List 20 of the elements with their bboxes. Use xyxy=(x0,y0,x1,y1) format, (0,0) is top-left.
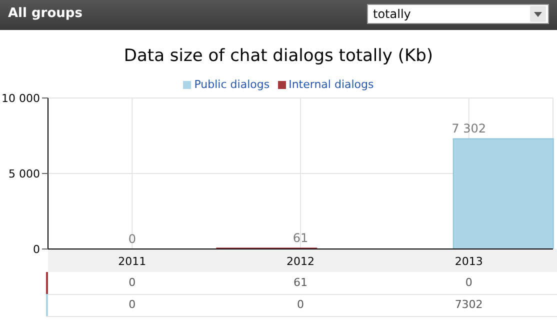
chart-title: Data size of chat dialogs totally (Kb) xyxy=(122,46,434,66)
data-label: 0 xyxy=(128,298,137,311)
y-tick-label: 10 000 xyxy=(2,92,40,105)
data-label: 0 xyxy=(128,276,137,289)
data-label: 61 xyxy=(292,276,308,289)
x-tick-label: 2011 xyxy=(118,254,146,268)
annotation: 61 xyxy=(292,231,308,246)
x-tick-label: 2012 xyxy=(286,254,314,268)
legend-label: Internal dialogs xyxy=(288,78,374,91)
data-label: 7302 xyxy=(454,298,484,311)
text: All groups xyxy=(8,6,82,21)
annotation: 0 xyxy=(128,232,136,246)
data-label: 0 xyxy=(464,276,474,289)
legend-label: Public dialogs xyxy=(193,78,270,91)
annotation: 7 302 xyxy=(452,122,486,136)
data-label: 0 xyxy=(296,298,305,311)
x-tick-label: 2013 xyxy=(454,254,483,268)
text: totally xyxy=(367,4,549,24)
y-tick-label: 0 xyxy=(33,242,40,256)
y-tick-label: 5 000 xyxy=(8,167,40,180)
